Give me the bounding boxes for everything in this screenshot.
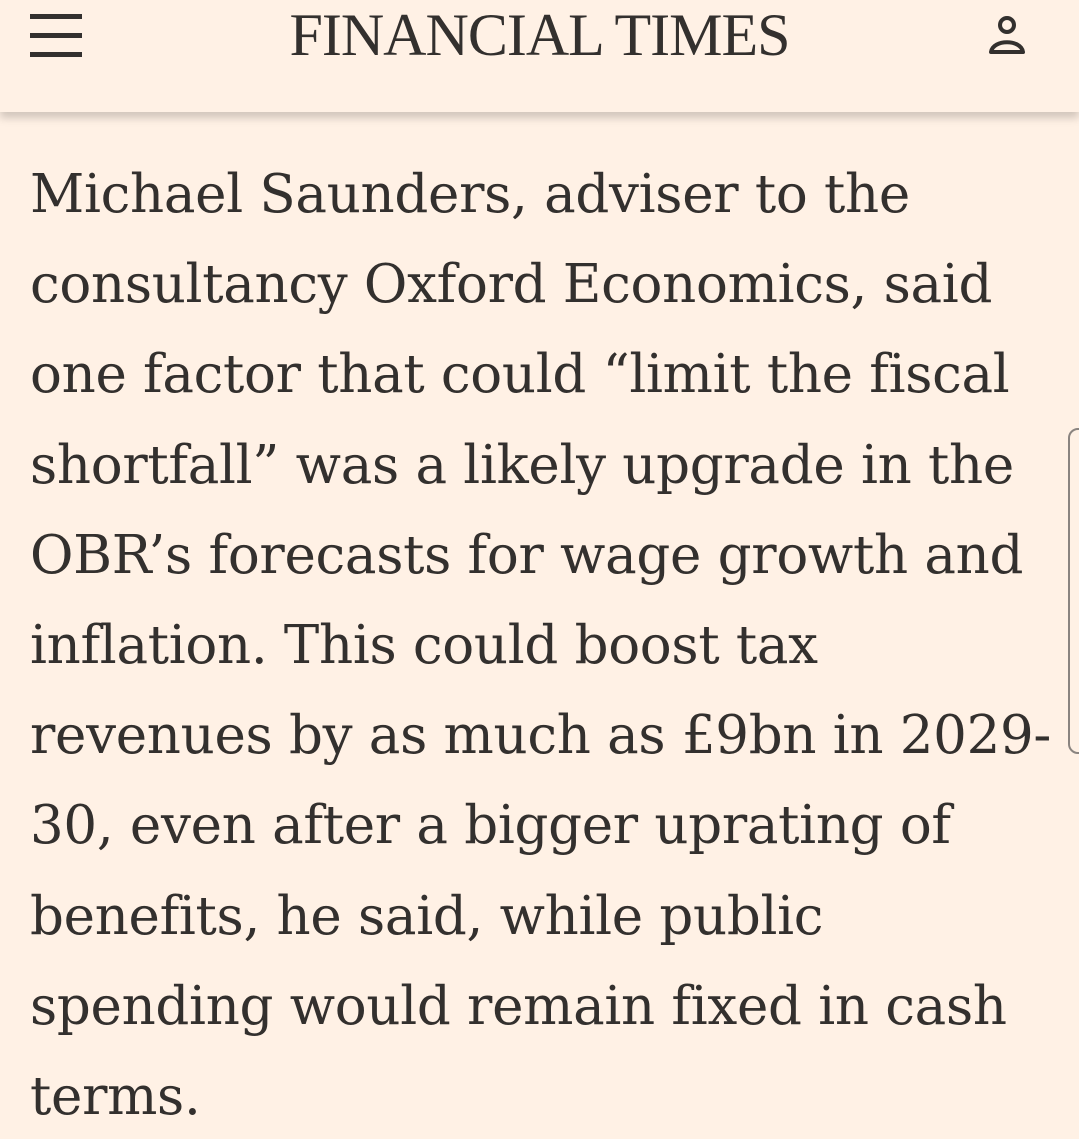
menu-bar bbox=[30, 14, 82, 19]
masthead-logo[interactable]: FINANCIAL TIMES bbox=[289, 2, 790, 68]
menu-bar bbox=[30, 52, 82, 57]
article-line: revenues by as much as £9bn in 2029- bbox=[30, 705, 1052, 767]
top-header: FINANCIAL TIMES bbox=[0, 0, 1079, 112]
article-line: Michael Saunders, adviser to the bbox=[30, 164, 910, 225]
article-line: inflation. This could boost tax bbox=[30, 615, 818, 677]
menu-bar bbox=[30, 33, 82, 38]
article-line: consultancy Oxford Economics, said bbox=[30, 254, 993, 316]
hamburger-menu-icon[interactable] bbox=[30, 14, 82, 60]
article-line: spending would remain fixed in cash bbox=[30, 975, 1007, 1037]
user-icon-graphic bbox=[989, 16, 1025, 54]
scrollbar-handle[interactable] bbox=[1068, 428, 1079, 754]
masthead-container: FINANCIAL TIMES bbox=[0, 2, 1079, 68]
user-icon[interactable] bbox=[984, 12, 1030, 58]
article-line: OBR’s forecasts for wage growth and bbox=[30, 524, 1024, 586]
article-line: shortfall” was a likely upgrade in the bbox=[30, 434, 1014, 496]
article-line: 30, even after a bigger uprating of bbox=[30, 795, 951, 857]
article-line: benefits, he said, while public bbox=[30, 885, 824, 947]
article-line: terms. bbox=[30, 1066, 201, 1128]
article-line: one factor that could “limit the fiscal bbox=[30, 344, 1010, 406]
article-paragraph: Michael Saunders, adviser to the consult… bbox=[30, 150, 1070, 1139]
